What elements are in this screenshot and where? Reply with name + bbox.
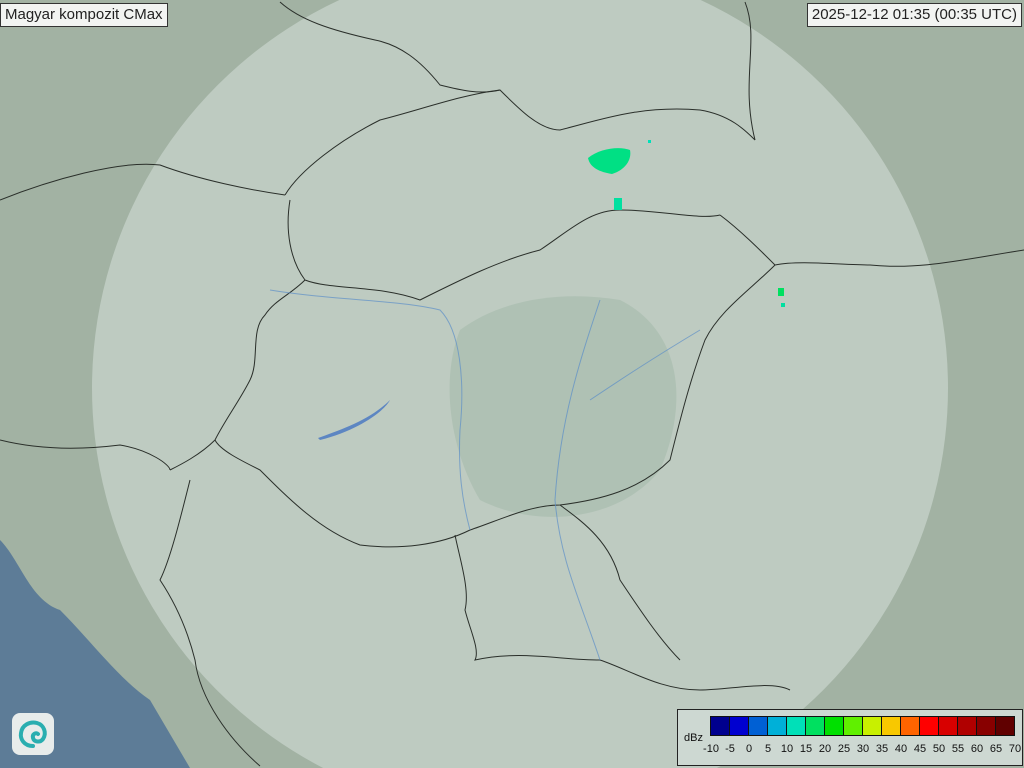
legend-swatch <box>806 717 825 735</box>
legend-tick-label: -5 <box>725 743 735 755</box>
legend-tick-label: -10 <box>703 743 719 755</box>
legend-swatch <box>863 717 882 735</box>
legend-swatch <box>730 717 749 735</box>
legend-swatch <box>844 717 863 735</box>
legend-swatch <box>882 717 901 735</box>
legend-tick-label: 40 <box>894 743 908 755</box>
legend-tick-label: 20 <box>818 743 832 755</box>
radar-echo <box>648 140 651 143</box>
legend-swatch <box>996 717 1014 735</box>
legend-swatch <box>958 717 977 735</box>
great-plain <box>449 296 677 517</box>
legend-swatch <box>711 717 730 735</box>
lake-balaton <box>318 400 390 440</box>
legend-tick-label: 10 <box>780 743 794 755</box>
legend-tick-label: 70 <box>1008 743 1022 755</box>
legend-tick-label: 15 <box>799 743 813 755</box>
legend-tick-label: 50 <box>932 743 946 755</box>
legend-tick-label: 65 <box>989 743 1003 755</box>
product-title: Magyar kompozit CMax <box>0 3 168 27</box>
legend-swatch <box>977 717 996 735</box>
legend-tick-label: 45 <box>913 743 927 755</box>
legend-swatch <box>901 717 920 735</box>
timestamp-label: 2025-12-12 01:35 (00:35 UTC) <box>806 3 1022 27</box>
legend-ticks: -10 -5 0 5 10 15 20 25 30 35 40 45 50 55 60 65 70 <box>703 743 1021 761</box>
legend-swatch <box>825 717 844 735</box>
radar-echoes <box>588 140 785 307</box>
radar-echo <box>781 303 785 307</box>
radar-echo <box>614 198 622 210</box>
legend-tick-label: 60 <box>970 743 984 755</box>
legend-tick-label: 0 <box>745 743 753 755</box>
legend-unit: dBz <box>684 732 703 744</box>
legend-swatch <box>939 717 958 735</box>
rivers <box>269 289 701 661</box>
legend-swatch <box>749 717 768 735</box>
legend-tick-label: 30 <box>856 743 870 755</box>
legend-swatch <box>768 717 787 735</box>
legend-color-bar <box>710 716 1015 736</box>
legend-swatch <box>787 717 806 735</box>
adriatic-sea <box>0 540 190 768</box>
dbz-color-legend: dBz -10 -5 0 5 10 15 20 25 30 35 40 45 50 55 60 65 70 <box>677 709 1023 766</box>
legend-tick-label: 5 <box>764 743 772 755</box>
radar-echo <box>778 288 784 296</box>
omsz-swirl-logo-icon[interactable] <box>12 713 54 755</box>
radar-echo <box>588 148 631 174</box>
legend-swatch <box>920 717 939 735</box>
legend-tick-label: 55 <box>951 743 965 755</box>
legend-tick-label: 35 <box>875 743 889 755</box>
legend-tick-label: 25 <box>837 743 851 755</box>
